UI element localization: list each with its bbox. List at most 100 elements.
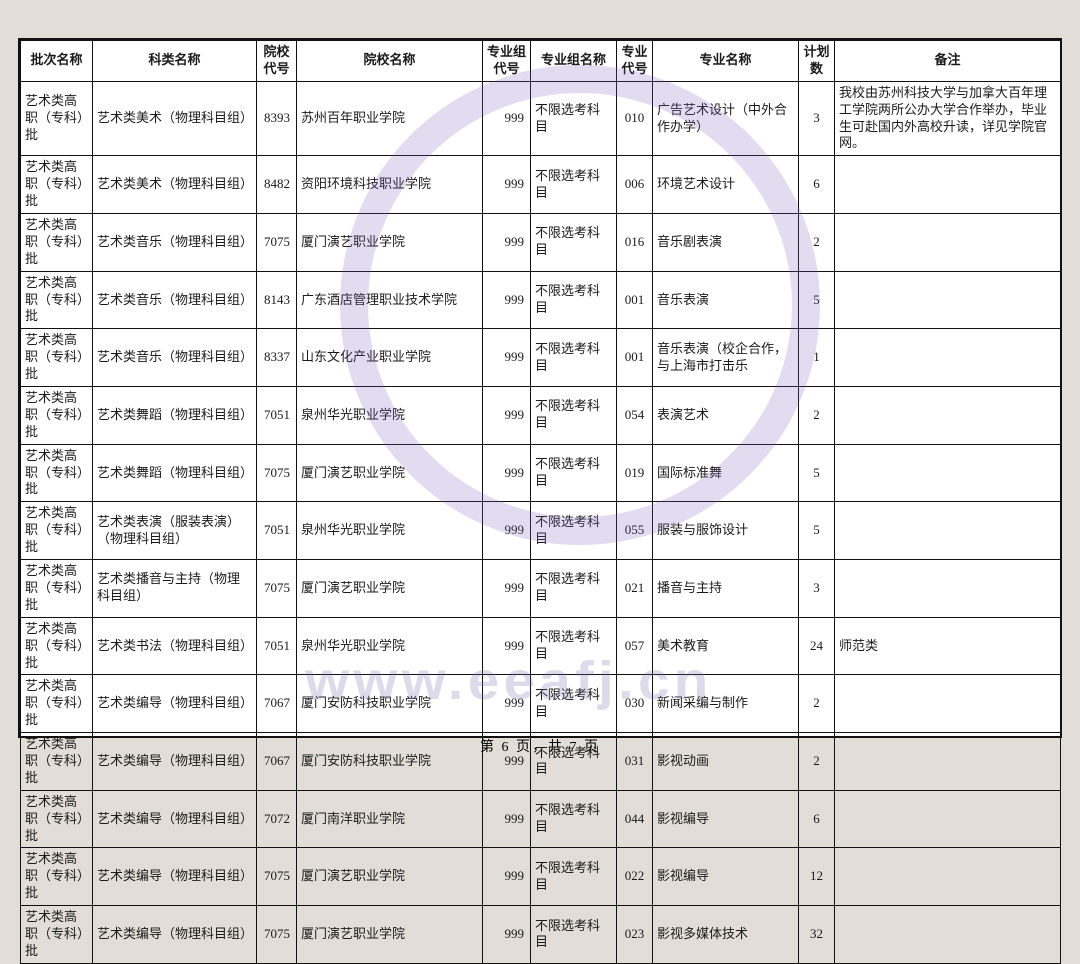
column-header: 专业组代号 xyxy=(483,41,531,82)
cell-gname: 不限选考科目 xyxy=(531,387,617,445)
cell-batch: 艺术类高职（专科）批 xyxy=(21,81,93,156)
cell-sname: 厦门演艺职业学院 xyxy=(297,906,483,964)
admissions-table: 批次名称科类名称院校代号院校名称专业组代号专业组名称专业代号专业名称计划数备注 … xyxy=(20,40,1061,964)
cell-mcode: 001 xyxy=(617,271,653,329)
cell-scode: 7051 xyxy=(257,502,297,560)
cell-scode: 7072 xyxy=(257,790,297,848)
column-header: 科类名称 xyxy=(93,41,257,82)
column-header: 批次名称 xyxy=(21,41,93,82)
table-row: 艺术类高职（专科）批艺术类舞蹈（物理科目组）7051泉州华光职业学院999不限选… xyxy=(21,387,1061,445)
table-row: 艺术类高职（专科）批艺术类音乐（物理科目组）8143广东酒店管理职业技术学院99… xyxy=(21,271,1061,329)
cell-gcode: 999 xyxy=(483,214,531,272)
cell-batch: 艺术类高职（专科）批 xyxy=(21,848,93,906)
column-header: 院校名称 xyxy=(297,41,483,82)
cell-scode: 8393 xyxy=(257,81,297,156)
cell-batch: 艺术类高职（专科）批 xyxy=(21,329,93,387)
cell-batch: 艺术类高职（专科）批 xyxy=(21,387,93,445)
cell-scode: 7075 xyxy=(257,444,297,502)
cell-cat: 艺术类书法（物理科目组） xyxy=(93,617,257,675)
cell-sname: 厦门演艺职业学院 xyxy=(297,214,483,272)
column-header: 备注 xyxy=(835,41,1061,82)
cell-mname: 美术教育 xyxy=(653,617,799,675)
cell-plan: 1 xyxy=(799,329,835,387)
cell-remark xyxy=(835,329,1061,387)
cell-batch: 艺术类高职（专科）批 xyxy=(21,790,93,848)
cell-mname: 新闻采编与制作 xyxy=(653,675,799,733)
cell-sname: 泉州华光职业学院 xyxy=(297,387,483,445)
cell-plan: 24 xyxy=(799,617,835,675)
cell-cat: 艺术类播音与主持（物理科目组） xyxy=(93,560,257,618)
cell-scode: 8337 xyxy=(257,329,297,387)
cell-sname: 厦门安防科技职业学院 xyxy=(297,675,483,733)
cell-mcode: 006 xyxy=(617,156,653,214)
cell-batch: 艺术类高职（专科）批 xyxy=(21,444,93,502)
cell-mcode: 021 xyxy=(617,560,653,618)
table-row: 艺术类高职（专科）批艺术类美术（物理科目组）8393苏州百年职业学院999不限选… xyxy=(21,81,1061,156)
cell-mname: 环境艺术设计 xyxy=(653,156,799,214)
cell-batch: 艺术类高职（专科）批 xyxy=(21,906,93,964)
cell-cat: 艺术类美术（物理科目组） xyxy=(93,81,257,156)
cell-gcode: 999 xyxy=(483,675,531,733)
table-row: 艺术类高职（专科）批艺术类音乐（物理科目组）8337山东文化产业职业学院999不… xyxy=(21,329,1061,387)
cell-mcode: 055 xyxy=(617,502,653,560)
cell-plan: 2 xyxy=(799,387,835,445)
cell-batch: 艺术类高职（专科）批 xyxy=(21,560,93,618)
cell-gname: 不限选考科目 xyxy=(531,81,617,156)
table-row: 艺术类高职（专科）批艺术类音乐（物理科目组）7075厦门演艺职业学院999不限选… xyxy=(21,214,1061,272)
cell-gname: 不限选考科目 xyxy=(531,444,617,502)
cell-mname: 播音与主持 xyxy=(653,560,799,618)
cell-mcode: 044 xyxy=(617,790,653,848)
cell-mname: 影视编导 xyxy=(653,848,799,906)
cell-cat: 艺术类音乐（物理科目组） xyxy=(93,329,257,387)
cell-cat: 艺术类编导（物理科目组） xyxy=(93,675,257,733)
cell-gname: 不限选考科目 xyxy=(531,156,617,214)
cell-mcode: 016 xyxy=(617,214,653,272)
cell-gcode: 999 xyxy=(483,560,531,618)
cell-sname: 资阳环境科技职业学院 xyxy=(297,156,483,214)
cell-remark xyxy=(835,848,1061,906)
cell-scode: 7075 xyxy=(257,848,297,906)
table-row: 艺术类高职（专科）批艺术类美术（物理科目组）8482资阳环境科技职业学院999不… xyxy=(21,156,1061,214)
cell-batch: 艺术类高职（专科）批 xyxy=(21,617,93,675)
cell-batch: 艺术类高职（专科）批 xyxy=(21,214,93,272)
cell-scode: 8482 xyxy=(257,156,297,214)
cell-mname: 音乐剧表演 xyxy=(653,214,799,272)
cell-mname: 表演艺术 xyxy=(653,387,799,445)
cell-mcode: 001 xyxy=(617,329,653,387)
column-header: 专业名称 xyxy=(653,41,799,82)
cell-remark: 师范类 xyxy=(835,617,1061,675)
cell-remark: 我校由苏州科技大学与加拿大百年理工学院两所公办大学合作举办，毕业生可赴国内外高校… xyxy=(835,81,1061,156)
cell-gcode: 999 xyxy=(483,906,531,964)
cell-sname: 泉州华光职业学院 xyxy=(297,502,483,560)
cell-gname: 不限选考科目 xyxy=(531,214,617,272)
cell-mname: 国际标准舞 xyxy=(653,444,799,502)
cell-gname: 不限选考科目 xyxy=(531,329,617,387)
cell-plan: 12 xyxy=(799,848,835,906)
cell-scode: 7051 xyxy=(257,387,297,445)
document-page: 批次名称科类名称院校代号院校名称专业组代号专业组名称专业代号专业名称计划数备注 … xyxy=(18,38,1062,738)
cell-cat: 艺术类编导（物理科目组） xyxy=(93,906,257,964)
cell-mname: 影视多媒体技术 xyxy=(653,906,799,964)
cell-remark xyxy=(835,156,1061,214)
cell-cat: 艺术类音乐（物理科目组） xyxy=(93,214,257,272)
cell-mcode: 057 xyxy=(617,617,653,675)
cell-plan: 2 xyxy=(799,675,835,733)
cell-sname: 厦门演艺职业学院 xyxy=(297,444,483,502)
cell-remark xyxy=(835,387,1061,445)
column-header: 专业代号 xyxy=(617,41,653,82)
cell-batch: 艺术类高职（专科）批 xyxy=(21,675,93,733)
cell-plan: 6 xyxy=(799,156,835,214)
cell-cat: 艺术类表演（服装表演）（物理科目组） xyxy=(93,502,257,560)
cell-cat: 艺术类音乐（物理科目组） xyxy=(93,271,257,329)
cell-plan: 32 xyxy=(799,906,835,964)
cell-sname: 厦门演艺职业学院 xyxy=(297,848,483,906)
table-row: 艺术类高职（专科）批艺术类表演（服装表演）（物理科目组）7051泉州华光职业学院… xyxy=(21,502,1061,560)
cell-plan: 5 xyxy=(799,271,835,329)
cell-gcode: 999 xyxy=(483,444,531,502)
table-row: 艺术类高职（专科）批艺术类编导（物理科目组）7075厦门演艺职业学院999不限选… xyxy=(21,848,1061,906)
cell-mcode: 054 xyxy=(617,387,653,445)
cell-plan: 6 xyxy=(799,790,835,848)
cell-sname: 厦门演艺职业学院 xyxy=(297,560,483,618)
cell-mcode: 010 xyxy=(617,81,653,156)
cell-plan: 5 xyxy=(799,502,835,560)
